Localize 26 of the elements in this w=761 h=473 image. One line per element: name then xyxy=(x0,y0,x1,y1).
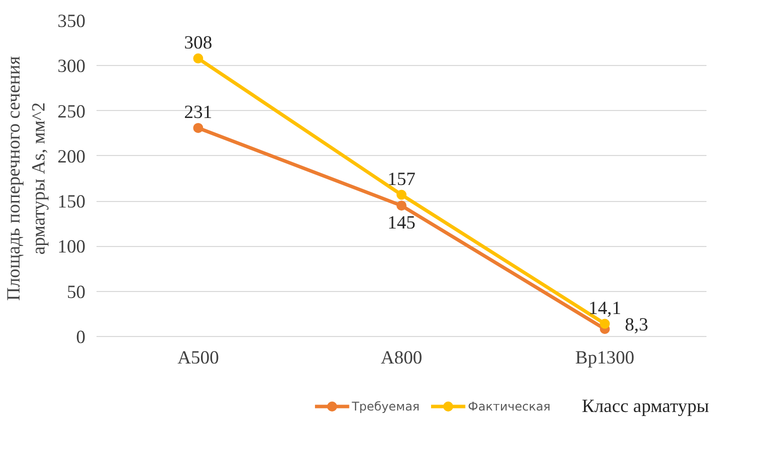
y-tick-label: 300 xyxy=(58,56,86,78)
x-tick-label: A500 xyxy=(177,348,219,368)
data-label: 157 xyxy=(388,168,416,190)
y-tick-label: 50 xyxy=(66,282,86,303)
point xyxy=(193,122,204,133)
legend-label: Требуемая xyxy=(350,400,420,414)
point xyxy=(600,318,610,329)
point xyxy=(193,53,204,64)
point xyxy=(396,190,406,200)
y-tick-label: 100 xyxy=(58,236,86,258)
y-tick-label: 350 xyxy=(58,11,86,32)
legend-label: Фактическая xyxy=(468,400,551,414)
x-axis-title: Класс арматуры xyxy=(582,396,710,417)
data-label: 8,3 xyxy=(624,314,648,336)
y-tick-label: 200 xyxy=(58,146,86,168)
data-label: 14,1 xyxy=(588,298,622,319)
point xyxy=(396,200,406,211)
y-tick-label: 250 xyxy=(58,101,86,122)
data-label: 145 xyxy=(388,212,416,234)
y-tick-label: 150 xyxy=(58,192,86,213)
y-tick-label: 0 xyxy=(76,327,86,348)
y-axis-title: Площадь поперечного сечения арматуры As, мм^2 xyxy=(3,56,50,301)
data-label: 308 xyxy=(184,32,212,54)
x-tick-label: Bp1300 xyxy=(575,348,634,368)
x-tick-label: A800 xyxy=(380,348,422,368)
data-label: 231 xyxy=(184,102,212,123)
